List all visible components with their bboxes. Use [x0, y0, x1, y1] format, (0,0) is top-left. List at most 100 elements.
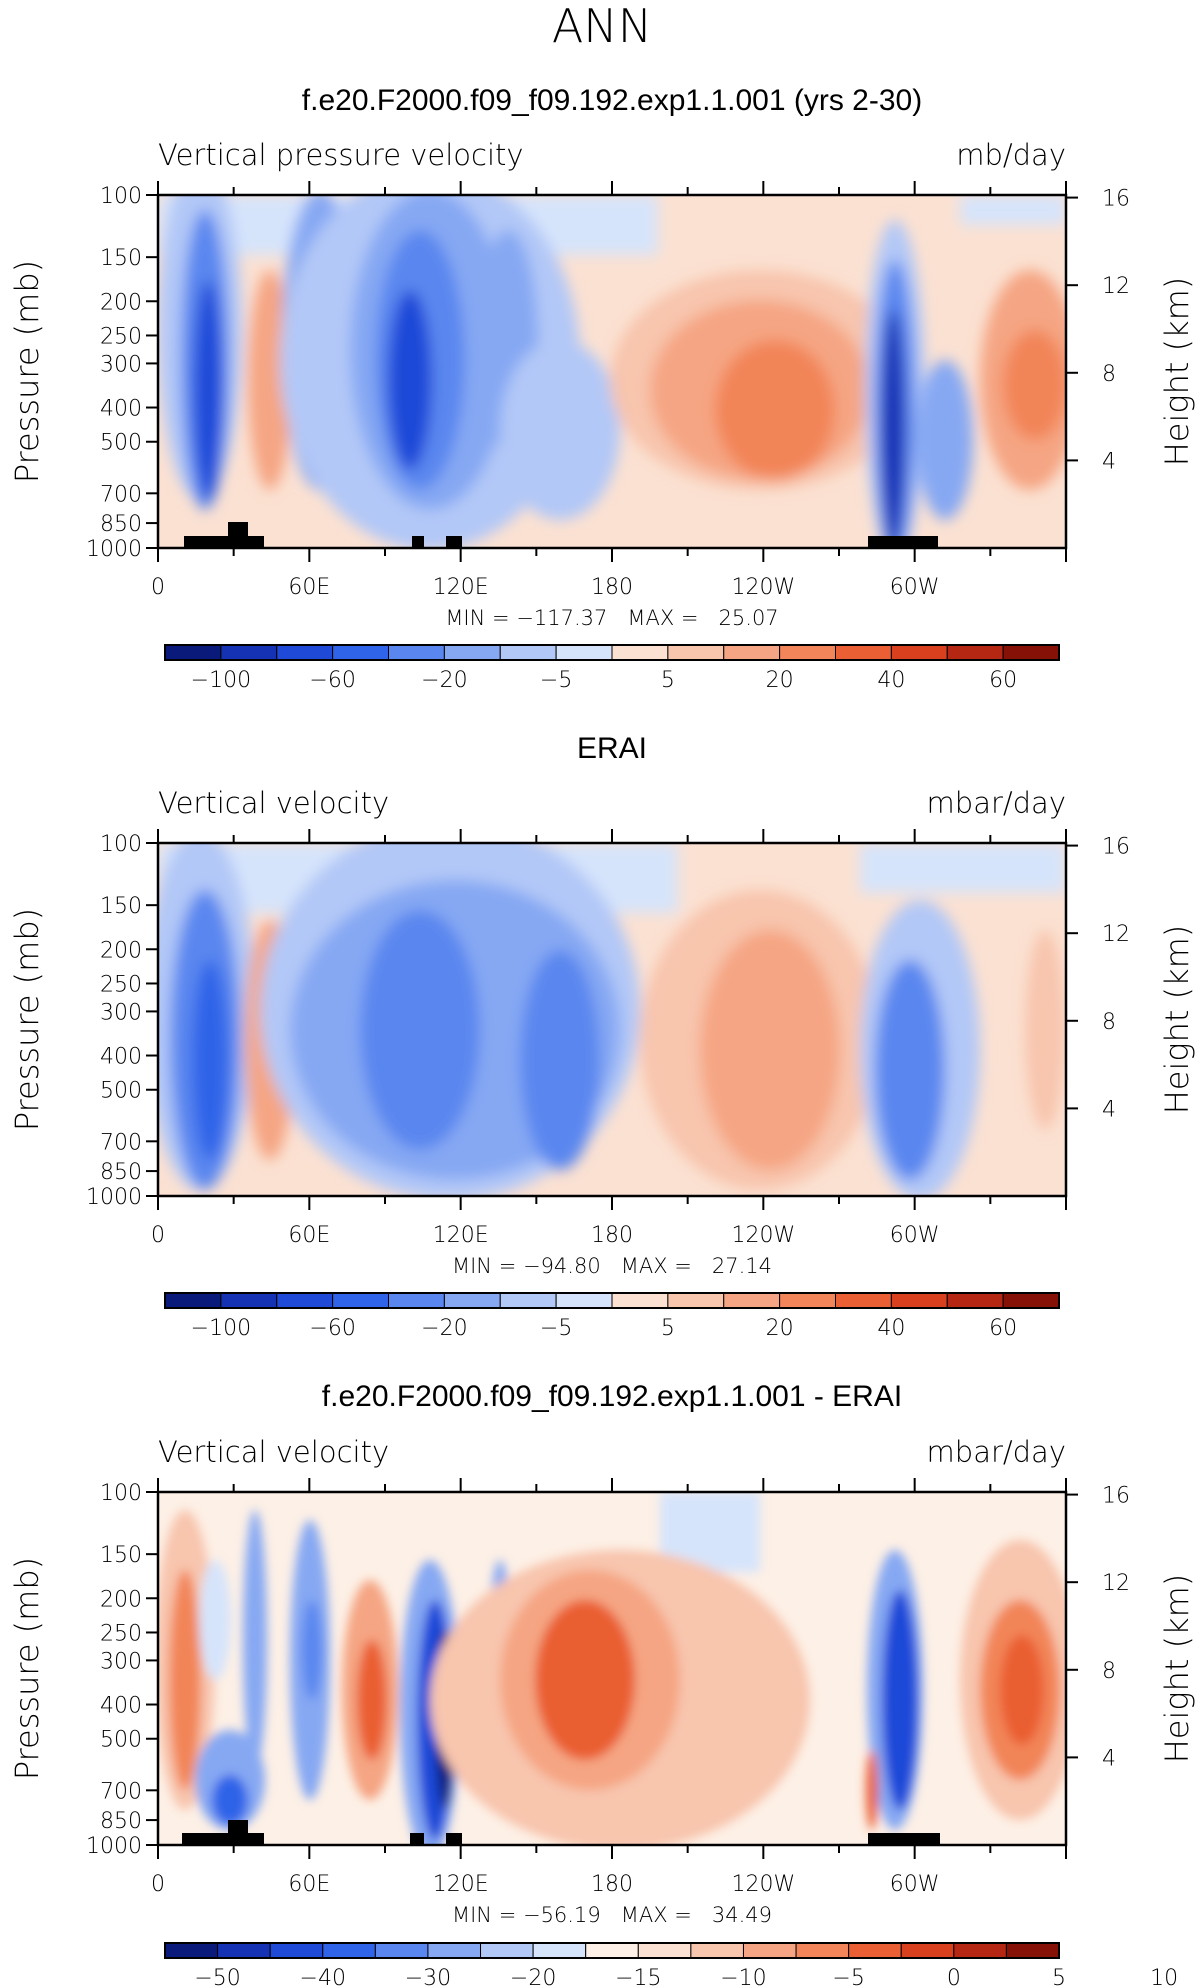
colorbar-swatch — [890, 1292, 948, 1309]
stats-label: MIN = −56.19 MAX = 34.49 — [452, 1903, 772, 1927]
contour-field — [158, 843, 1066, 1196]
height-tick-label: 12 — [1102, 274, 1130, 299]
lon-tick-label: 120E — [433, 575, 489, 600]
contour-field — [158, 1492, 1066, 1845]
lon-tick-label: 60E — [288, 1223, 330, 1248]
panel-2: ERAI Vertical velocity mbar/day — [8, 732, 1196, 1341]
stats-label: MIN = −117.37 MAX = 25.07 — [445, 606, 778, 630]
colorbar-label: −20 — [421, 668, 467, 693]
y-axis-title: Pressure (mb) — [8, 260, 46, 483]
colorbar-swatch — [555, 644, 613, 661]
colorbar-frame — [164, 1292, 1060, 1309]
pressure-tick-label: 700 — [100, 1779, 142, 1804]
units-label: mb/day — [956, 138, 1066, 172]
pressure-tick-label: 500 — [100, 431, 142, 456]
colorbar-swatch — [835, 1292, 892, 1309]
y-right-axis-title: Height (km) — [1158, 925, 1196, 1115]
variable-label: Vertical pressure velocity — [158, 138, 524, 172]
colorbar-swatch — [164, 1292, 222, 1309]
colorbar-label: −20 — [510, 1966, 556, 1987]
height-tick-label: 16 — [1102, 835, 1130, 860]
colorbar-swatch — [723, 644, 781, 661]
colorbar-swatch — [946, 644, 1004, 661]
lon-tick-label: 120E — [433, 1872, 489, 1897]
colorbar-swatch — [835, 644, 892, 661]
colorbar-swatch — [890, 644, 948, 661]
pressure-tick-label: 200 — [100, 938, 142, 963]
colorbar-swatch — [555, 1292, 613, 1309]
colorbar-label: −5 — [540, 1316, 572, 1341]
panel-3: f.e20.F2000.f09_f09.192.exp1.1.001 - ERA… — [8, 1380, 1196, 1987]
colorbar-swatch — [499, 1292, 557, 1309]
pressure-tick-label: 100 — [100, 832, 142, 857]
lon-tick-label: 60E — [288, 1872, 330, 1897]
colorbar-swatch — [388, 1292, 445, 1309]
colorbar-swatch — [742, 1942, 797, 1959]
colorbar-swatch — [532, 1942, 587, 1959]
height-tick-label: 8 — [1102, 362, 1116, 387]
colorbar-label: −50 — [194, 1966, 240, 1987]
colorbar-swatch — [499, 644, 557, 661]
pressure-tick-label: 150 — [100, 1543, 142, 1568]
colorbar-swatch — [164, 1942, 219, 1959]
panel-1: f.e20.F2000.f09_f09.192.exp1.1.001 (yrs … — [8, 84, 1196, 693]
colorbar-label: 20 — [766, 1316, 794, 1341]
colorbar-swatch — [443, 644, 501, 661]
pressure-tick-label: 1000 — [86, 537, 142, 562]
pressure-tick-label: 300 — [100, 1000, 142, 1025]
lon-tick-label: 180 — [591, 575, 633, 600]
colorbar: −100 −60 −20 −5 5 20 40 60 — [164, 644, 1060, 693]
lon-tick-label: 180 — [591, 1223, 633, 1248]
pressure-tick-label: 250 — [100, 972, 142, 997]
colorbar-label: 10 — [1150, 1966, 1178, 1987]
panel-title: ERAI — [577, 732, 647, 765]
colorbar-swatch — [795, 1942, 850, 1959]
variable-label: Vertical velocity — [158, 1435, 389, 1469]
variable-label: Vertical velocity — [158, 786, 389, 820]
colorbar-swatch — [1002, 644, 1060, 661]
colorbar-swatch — [946, 1292, 1004, 1309]
colorbar-swatch — [427, 1942, 482, 1959]
pressure-tick-label: 500 — [100, 1079, 142, 1104]
colorbar-label: −100 — [191, 1316, 251, 1341]
colorbar-swatch — [322, 1942, 376, 1959]
height-tick-label: 8 — [1102, 1659, 1116, 1684]
pressure-tick-label: 1000 — [86, 1185, 142, 1210]
colorbar-swatch — [779, 644, 836, 661]
colorbar-swatch — [1005, 1942, 1060, 1959]
colorbar-frame — [164, 1942, 1060, 1959]
height-tick-label: 4 — [1102, 1746, 1116, 1771]
colorbar-label: 0 — [947, 1966, 961, 1987]
colorbar-swatch — [848, 1942, 902, 1959]
colorbar-swatch — [779, 1292, 836, 1309]
colorbar-swatch — [667, 644, 725, 661]
colorbar-swatch — [611, 644, 669, 661]
colorbar-swatch — [332, 644, 389, 661]
colorbar-swatch — [480, 1942, 534, 1959]
colorbar-swatch — [443, 1292, 501, 1309]
colorbar-label: 40 — [877, 1316, 905, 1341]
colorbar-label: 60 — [989, 1316, 1017, 1341]
main-title: ANN — [552, 0, 652, 53]
colorbar: −100 −60 −20 −5 5 20 40 60 — [164, 1292, 1060, 1341]
colorbar: −50−40−30−20−15−10−505101520304050 — [164, 1942, 1178, 1987]
pressure-tick-label: 300 — [100, 352, 142, 377]
pressure-tick-label: 1000 — [86, 1834, 142, 1859]
units-label: mbar/day — [927, 1435, 1066, 1469]
colorbar-frame — [164, 644, 1060, 661]
pressure-tick-label: 300 — [100, 1649, 142, 1674]
pressure-tick-label: 200 — [100, 290, 142, 315]
y-right-axis-title: Height (km) — [1158, 1574, 1196, 1764]
y-axis-title: Pressure (mb) — [8, 1557, 46, 1780]
lon-tick-label: 0 — [151, 1223, 165, 1248]
colorbar-label: −100 — [191, 668, 251, 693]
colorbar-swatch — [723, 1292, 781, 1309]
pressure-tick-label: 700 — [100, 1130, 142, 1155]
pressure-tick-label: 150 — [100, 894, 142, 919]
colorbar-label: 5 — [1052, 1966, 1066, 1987]
panel-title: f.e20.F2000.f09_f09.192.exp1.1.001 - ERA… — [322, 1380, 902, 1413]
lon-tick-label: 60E — [288, 575, 330, 600]
colorbar-swatch — [667, 1292, 725, 1309]
colorbar-label: 60 — [989, 668, 1017, 693]
